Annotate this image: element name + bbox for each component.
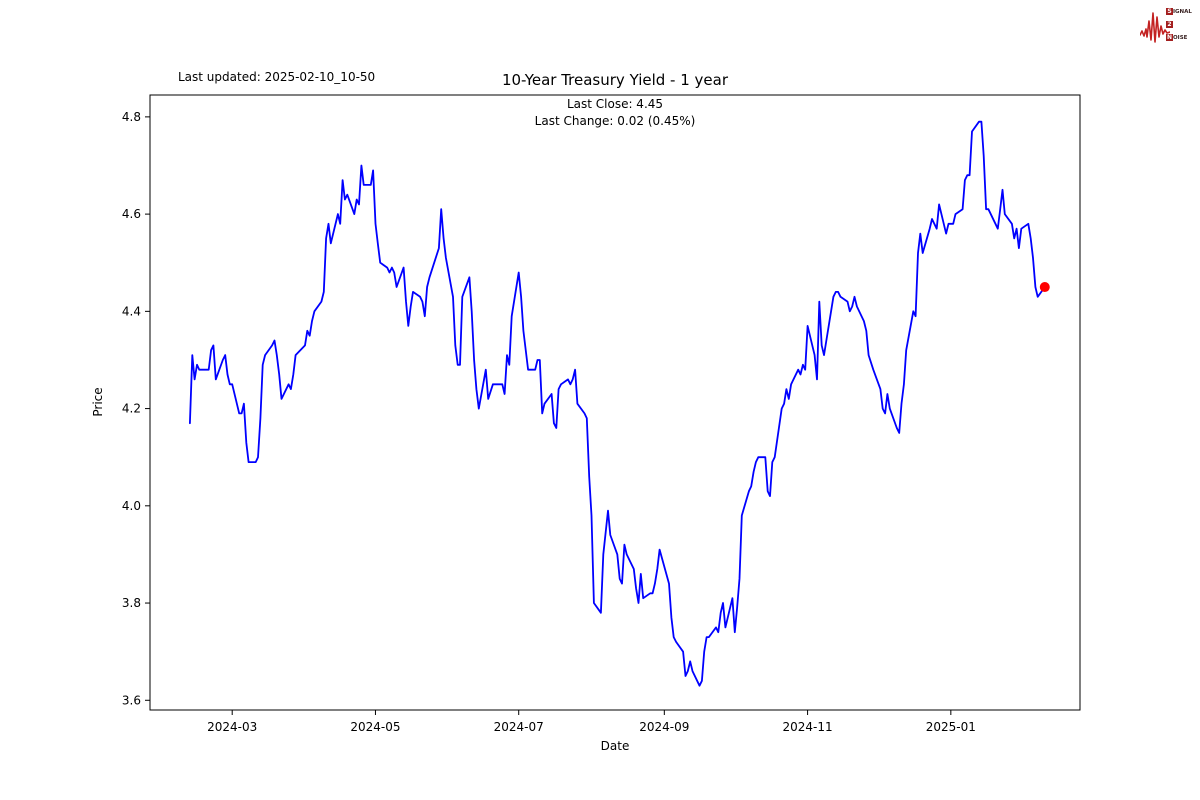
x-tick-label: 2024-05 [350, 720, 400, 734]
x-axis-label: Date [600, 739, 630, 753]
logo-letter-box: N [1166, 34, 1173, 41]
logo-row-noise: N OISE [1166, 34, 1188, 41]
y-axis-label: Price [91, 387, 105, 417]
last-updated-label: Last updated: 2025-02-10_10-50 [178, 70, 376, 84]
logo-row-2: 2 [1166, 18, 1192, 31]
last-close-label: Last Close: 4.45 [566, 97, 664, 111]
x-tick-label: 2024-11 [783, 720, 833, 734]
y-tick-label: 4.6 [122, 207, 141, 221]
y-tick-label: 3.8 [122, 596, 141, 610]
logo-letter-box: 2 [1166, 21, 1173, 28]
chart-title: 10-Year Treasury Yield - 1 year [501, 71, 729, 89]
x-tick-label: 2025-01 [926, 720, 976, 734]
x-tick-label: 2024-07 [494, 720, 544, 734]
last-close-marker [1039, 282, 1050, 293]
y-tick-label: 4.4 [122, 304, 141, 318]
x-tick-label: 2024-09 [639, 720, 689, 734]
y-tick-label: 3.6 [122, 693, 141, 707]
x-tick-label: 2024-03 [207, 720, 257, 734]
logo-letter-box: S [1166, 8, 1173, 15]
axes-frame [149, 94, 1081, 711]
y-tick-label: 4.2 [122, 402, 141, 416]
y-tick-label: 4.0 [122, 499, 141, 513]
last-change-label: Last Change: 0.02 (0.45%) [534, 114, 696, 128]
waveform-icon [1140, 12, 1170, 43]
logo-row-signal: S IGNAL [1166, 8, 1192, 15]
yield-line [188, 120, 1046, 687]
signal2noise-logo: S IGNAL 2 N OISE [1140, 3, 1192, 47]
y-tick-label: 4.8 [122, 110, 141, 124]
